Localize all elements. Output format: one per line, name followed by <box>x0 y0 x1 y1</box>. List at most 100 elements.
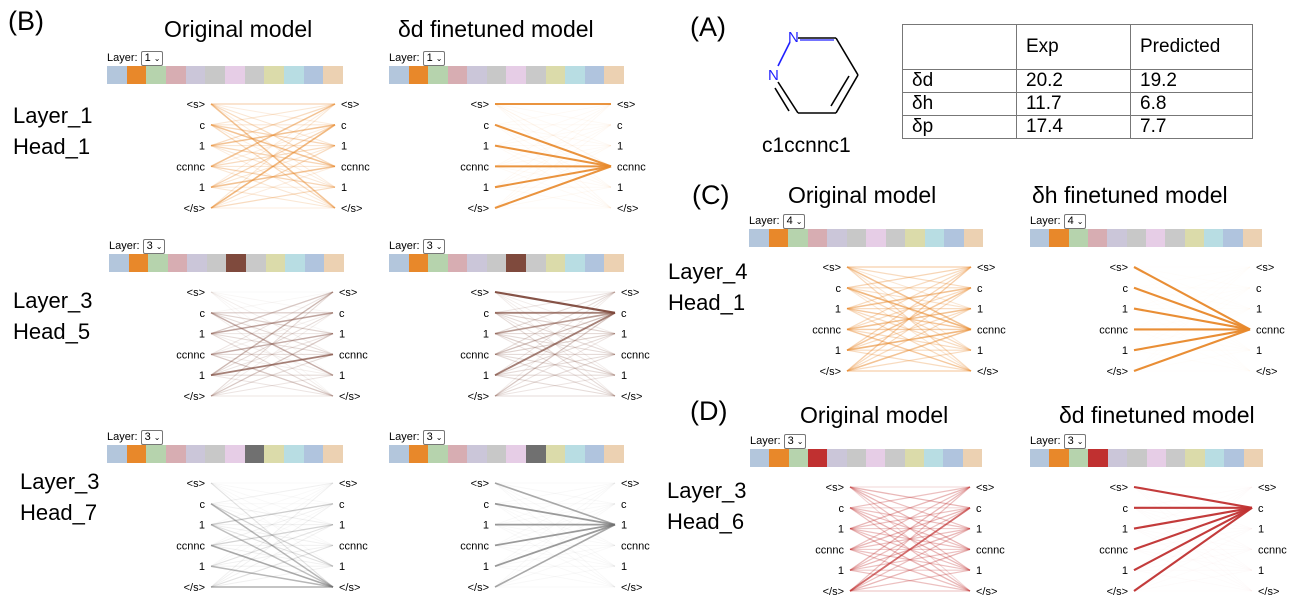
head-swatch-12[interactable] <box>324 254 344 272</box>
head-swatch-1[interactable] <box>389 66 409 84</box>
head-swatch-8[interactable] <box>244 66 265 84</box>
head-swatch-7[interactable] <box>866 229 886 247</box>
head-swatch-5[interactable] <box>187 254 207 272</box>
head-swatch-7[interactable] <box>225 66 245 84</box>
head-swatch-11[interactable] <box>303 66 324 84</box>
head-swatch-5[interactable] <box>827 229 847 247</box>
head-swatch-2[interactable] <box>126 66 147 84</box>
head-swatch-8[interactable] <box>885 229 905 247</box>
head-swatch-8[interactable] <box>526 254 546 272</box>
head-swatch-4[interactable] <box>167 254 188 272</box>
layer-select-dropdown[interactable]: 1 ⌄ <box>422 50 446 66</box>
layer-select-dropdown[interactable]: 4 ⌄ <box>782 213 806 229</box>
head-swatch-7[interactable] <box>1145 229 1166 247</box>
head-swatch-12[interactable] <box>323 445 344 463</box>
head-swatch-11[interactable] <box>584 445 605 463</box>
head-swatch-8[interactable] <box>1165 449 1186 467</box>
head-swatch-12[interactable] <box>1243 449 1264 467</box>
head-swatch-9[interactable] <box>265 254 286 272</box>
head-swatch-4[interactable] <box>1088 449 1108 467</box>
head-swatch-5[interactable] <box>185 445 206 463</box>
head-swatch-5[interactable] <box>467 66 487 84</box>
head-swatch-1[interactable] <box>389 445 409 463</box>
head-swatch-8[interactable] <box>885 449 905 467</box>
head-swatch-11[interactable] <box>1223 229 1243 247</box>
head-swatch-12[interactable] <box>323 66 344 84</box>
head-swatch-11[interactable] <box>304 254 325 272</box>
head-swatch-3[interactable] <box>1068 449 1089 467</box>
head-swatch-9[interactable] <box>904 449 924 467</box>
head-swatch-12[interactable] <box>962 449 982 467</box>
layer-select-dropdown[interactable]: 3 ⌄ <box>1063 433 1087 449</box>
b-row3-finetuned-layer-select[interactable]: Layer: 3 ⌄ <box>389 429 446 445</box>
head-swatch-1[interactable] <box>107 66 127 84</box>
head-swatch-12[interactable] <box>604 66 624 84</box>
head-swatch-4[interactable] <box>166 445 186 463</box>
head-swatch-4[interactable] <box>807 449 828 467</box>
head-swatch-6[interactable] <box>206 254 227 272</box>
layer-select-dropdown[interactable]: 4 ⌄ <box>1063 213 1087 229</box>
head-swatch-8[interactable] <box>244 445 265 463</box>
head-swatch-6[interactable] <box>846 449 866 467</box>
head-swatch-5[interactable] <box>827 449 847 467</box>
head-swatch-1[interactable] <box>749 229 769 247</box>
head-swatch-3[interactable] <box>148 254 168 272</box>
head-swatch-5[interactable] <box>1107 229 1127 247</box>
head-swatch-3[interactable] <box>146 445 167 463</box>
d-original-head-selector[interactable] <box>750 449 982 467</box>
layer-select-dropdown[interactable]: 3 ⌄ <box>140 429 164 445</box>
head-swatch-7[interactable] <box>225 445 245 463</box>
head-swatch-10[interactable] <box>565 254 585 272</box>
head-swatch-11[interactable] <box>584 66 605 84</box>
head-swatch-9[interactable] <box>1185 449 1205 467</box>
head-swatch-10[interactable] <box>284 66 304 84</box>
head-swatch-5[interactable] <box>185 66 206 84</box>
head-swatch-9[interactable] <box>545 445 566 463</box>
head-swatch-9[interactable] <box>905 229 925 247</box>
head-swatch-2[interactable] <box>1049 449 1069 467</box>
b-row3-original-layer-select[interactable]: Layer: 3 ⌄ <box>107 429 164 445</box>
head-swatch-1[interactable] <box>109 254 129 272</box>
head-swatch-10[interactable] <box>565 66 585 84</box>
head-swatch-9[interactable] <box>545 66 566 84</box>
head-swatch-7[interactable] <box>506 66 527 84</box>
layer-select-dropdown[interactable]: 3 ⌄ <box>783 433 807 449</box>
layer-select-dropdown[interactable]: 3 ⌄ <box>422 429 446 445</box>
head-swatch-2[interactable] <box>408 445 429 463</box>
head-swatch-2[interactable] <box>768 229 788 247</box>
head-swatch-1[interactable] <box>750 449 770 467</box>
head-swatch-3[interactable] <box>788 449 808 467</box>
head-swatch-7[interactable] <box>1146 449 1166 467</box>
head-swatch-7[interactable] <box>506 254 527 272</box>
head-swatch-4[interactable] <box>1087 229 1108 247</box>
head-swatch-5[interactable] <box>1107 449 1128 467</box>
head-swatch-10[interactable] <box>924 229 944 247</box>
head-swatch-12[interactable] <box>963 229 983 247</box>
head-swatch-2[interactable] <box>408 66 429 84</box>
head-swatch-10[interactable] <box>565 445 585 463</box>
head-swatch-7[interactable] <box>865 449 886 467</box>
b-row3-original-head-selector[interactable] <box>107 445 344 463</box>
head-swatch-4[interactable] <box>447 66 468 84</box>
head-swatch-4[interactable] <box>447 254 468 272</box>
c-finetuned-layer-select[interactable]: Layer: 4 ⌄ <box>1030 213 1087 229</box>
head-swatch-8[interactable] <box>246 254 266 272</box>
head-swatch-6[interactable] <box>486 445 507 463</box>
head-swatch-7[interactable] <box>226 254 247 272</box>
head-swatch-6[interactable] <box>846 229 866 247</box>
head-swatch-4[interactable] <box>166 66 186 84</box>
head-swatch-2[interactable] <box>408 254 429 272</box>
b-row1-finetuned-layer-select[interactable]: Layer: 1 ⌄ <box>389 50 446 66</box>
head-swatch-9[interactable] <box>264 445 285 463</box>
head-swatch-5[interactable] <box>467 445 487 463</box>
head-swatch-6[interactable] <box>205 66 226 84</box>
b-row3-finetuned-head-selector[interactable] <box>389 445 624 463</box>
head-swatch-10[interactable] <box>284 445 304 463</box>
head-swatch-2[interactable] <box>126 445 147 463</box>
head-swatch-6[interactable] <box>486 66 507 84</box>
d-original-layer-select[interactable]: Layer: 3 ⌄ <box>750 433 807 449</box>
head-swatch-2[interactable] <box>1049 229 1069 247</box>
head-swatch-3[interactable] <box>146 66 167 84</box>
head-swatch-1[interactable] <box>1030 229 1050 247</box>
b-row1-finetuned-head-selector[interactable] <box>389 66 624 84</box>
